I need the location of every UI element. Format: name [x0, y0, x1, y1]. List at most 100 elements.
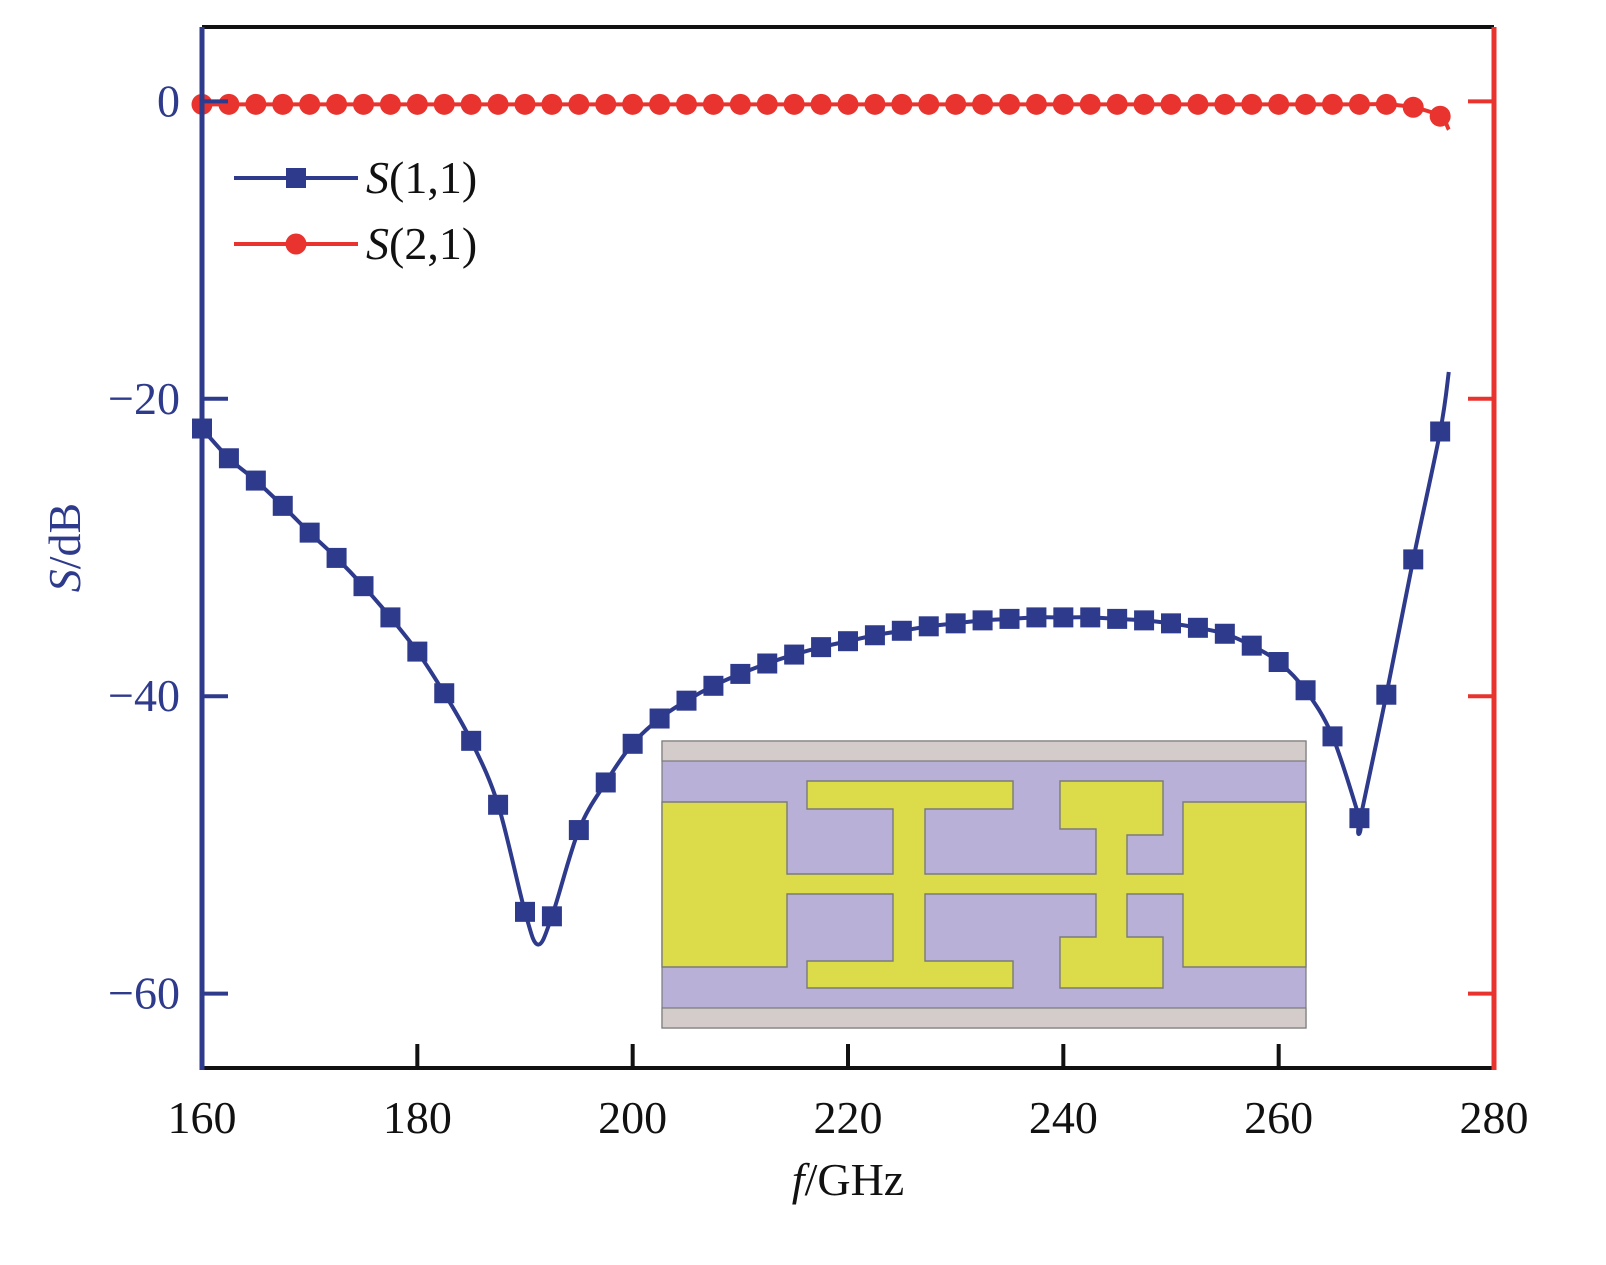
s21-marker [541, 93, 563, 115]
s21-marker [783, 93, 805, 115]
y-axis-title-unit: /dB [39, 503, 90, 569]
s11-marker [353, 576, 374, 597]
s21-marker [972, 93, 994, 115]
s11-marker [461, 730, 482, 751]
s21-marker [622, 93, 644, 115]
s21-marker [1052, 93, 1074, 115]
s11-marker [622, 733, 643, 754]
s11-marker [811, 637, 832, 658]
s21-marker [1025, 93, 1047, 115]
s11-marker [1268, 652, 1289, 673]
s11-marker [488, 794, 509, 815]
inset-bottom-ground [661, 1007, 1307, 1029]
plot-area [191, 93, 1451, 947]
s11-marker [703, 675, 724, 696]
s11-marker [1349, 808, 1370, 829]
s21-marker [1187, 93, 1209, 115]
s21-marker [999, 93, 1020, 115]
s21-marker [514, 93, 536, 115]
legend-label-suffix: (2,1) [389, 218, 477, 269]
y-tick-label: −60 [108, 968, 180, 1019]
s21-marker [864, 93, 886, 115]
x-tick-label: 160 [168, 1092, 237, 1143]
s21-marker [406, 93, 428, 115]
s21-marker [810, 93, 832, 115]
x-axis-title-unit: /GHz [805, 1154, 905, 1205]
s21-marker [245, 93, 267, 115]
s21-marker [272, 93, 294, 115]
s11-marker [1053, 607, 1074, 628]
x-axis-title: f/GHz [792, 1154, 904, 1205]
legend-item-s11: S(1,1) [234, 152, 477, 203]
s21-marker [1214, 93, 1236, 115]
s11-marker [245, 470, 266, 491]
x-tick-label: 280 [1460, 1092, 1529, 1143]
s11-marker [434, 683, 455, 704]
s11-marker [568, 820, 589, 841]
s11-marker [380, 607, 401, 628]
s11-marker [272, 495, 293, 516]
s21-marker [729, 93, 751, 115]
s11-marker [1187, 617, 1208, 638]
legend-item-s21: S(2,1) [234, 218, 477, 269]
axes: 160 180 200 220 240 260 280 0 −20 −40 −60 [108, 25, 1529, 1143]
x-tick-label: 220 [814, 1092, 883, 1143]
s21-marker [756, 93, 778, 115]
s11-marker [676, 690, 697, 711]
s11-marker [1430, 421, 1451, 442]
s11-marker [784, 644, 805, 665]
s11-marker [515, 901, 535, 922]
s21-marker [1241, 93, 1263, 115]
s11-marker [972, 610, 993, 631]
legend-label-s21: S(2,1) [366, 218, 477, 269]
s11-marker [595, 772, 616, 793]
s21-marker [326, 93, 348, 115]
legend-label-variable: S [366, 152, 389, 203]
y-axis-title-variable: S [39, 569, 90, 592]
s21-marker [433, 93, 455, 115]
s11-marker [1107, 608, 1128, 629]
s11-marker [649, 708, 670, 729]
x-tick-label: 200 [598, 1092, 667, 1143]
s11-marker [326, 547, 347, 568]
inset-top-ground [661, 740, 1307, 762]
s11-marker [1214, 623, 1235, 644]
s21-marker [487, 93, 509, 115]
s21-marker [1375, 93, 1397, 115]
s11-marker [838, 631, 858, 652]
s11-marker [541, 906, 562, 927]
s21-marker [1106, 93, 1128, 115]
legend: S(1,1)S(2,1) [234, 152, 477, 269]
y-axis-title: S/dB [39, 503, 90, 592]
s11-marker [730, 663, 751, 684]
legend-label-variable: S [366, 218, 389, 269]
s21-marker [595, 93, 617, 115]
s21-marker [1079, 93, 1101, 115]
s21-marker [1133, 93, 1155, 115]
s11-marker [999, 608, 1020, 629]
s21-marker [568, 93, 590, 115]
s21-marker [945, 93, 967, 115]
s21-marker [379, 93, 401, 115]
s21-marker [1160, 93, 1182, 115]
inset-conductor [661, 780, 1307, 989]
s11-marker [1080, 607, 1101, 628]
s11-marker [1403, 549, 1424, 570]
s21-marker [1348, 93, 1370, 115]
s21-marker [299, 93, 321, 115]
s11-marker [1322, 726, 1343, 747]
s11-marker [218, 448, 239, 469]
s21-marker [353, 93, 374, 115]
s21-marker [1322, 93, 1343, 115]
s11-marker [918, 616, 939, 637]
s11-marker [407, 641, 428, 662]
s11-marker [891, 620, 912, 641]
y-tick-label: −40 [108, 670, 180, 721]
s11-marker [1026, 607, 1047, 628]
s21-marker [1429, 105, 1451, 127]
legend-marker-s11 [286, 168, 306, 188]
structure-inset [661, 740, 1307, 1029]
s11-marker [1241, 635, 1262, 656]
y-tick-label: 0 [157, 75, 180, 126]
